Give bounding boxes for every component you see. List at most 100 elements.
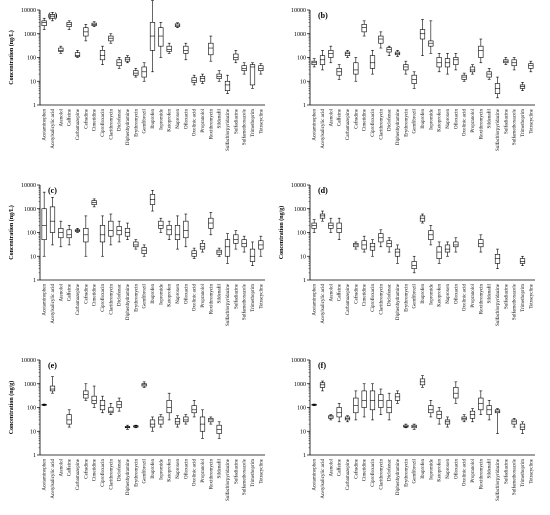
box-body — [166, 45, 172, 52]
box-body — [386, 240, 392, 248]
x-tick-label: Sulfadiazine — [504, 108, 509, 134]
box-Sildenafil — [216, 70, 222, 82]
y-tick-label: 1 — [303, 103, 306, 109]
box-Sulfamethoxazole — [241, 235, 247, 253]
box-Naproxen — [174, 215, 181, 250]
x-tick-label: Ibuprofen — [151, 109, 156, 129]
panel-letter: (d) — [318, 186, 328, 195]
box-Propranolol — [199, 240, 206, 253]
box-body — [174, 225, 181, 240]
box-Gemfibrozil — [141, 62, 147, 82]
x-tick-label: Iopromide — [159, 108, 164, 130]
box-Acetaminophen — [41, 191, 47, 257]
box-Erythromycin — [403, 60, 409, 75]
x-tick-label: Acetaminophen — [313, 109, 318, 141]
box-Roxithromycin — [208, 416, 214, 425]
panel-3: (d) 1 10 100 1000 10000 Concentration (ng/g) Ac… — [278, 183, 535, 326]
x-tick-label: Erythromycin — [134, 109, 139, 137]
x-tick-label: Trimethoprim — [251, 459, 256, 487]
box-body — [249, 248, 256, 262]
box-body — [149, 22, 156, 51]
x-tick-label: Cefradine — [354, 283, 359, 303]
x-tick-label: Sulfadiazine — [234, 108, 239, 134]
x-tick-label: Sulfamethoxazole — [513, 108, 518, 145]
x-tick-label: Atenolol — [329, 108, 334, 126]
box-Clarithromycin — [378, 31, 384, 49]
x-tick-label: Acetaminophen — [313, 459, 318, 491]
y-axis-label: Concentration (ng/g) — [8, 381, 15, 435]
box-Naproxen — [174, 22, 181, 28]
panel-1: (b) 1 10 100 1000 10000 Acetaminophen Acetylsal… — [291, 8, 535, 151]
x-tick-label: Iopromide — [429, 458, 434, 480]
box-Erythromycin — [133, 239, 139, 250]
y-axis-label: Concentration (ng/g) — [278, 206, 285, 260]
box-body — [419, 29, 426, 40]
box-body — [233, 234, 239, 244]
box-Sulfamethoxazole — [511, 418, 517, 428]
x-tick-label: Propranolol — [201, 108, 206, 132]
x-tick-label: Caffeine — [338, 458, 343, 476]
box-Acetylsalicylic acid — [49, 197, 56, 246]
box-Atenolol — [328, 45, 334, 64]
box-Naproxen — [444, 416, 451, 428]
box-Acetylsalicylic acid — [319, 380, 326, 392]
box-Diphenhydramine — [394, 50, 401, 57]
box-Cefradine — [353, 241, 359, 250]
box-body — [199, 243, 206, 250]
box-Ketoprofen — [436, 53, 442, 73]
box-Atenolol — [58, 220, 64, 248]
x-tick-label: Diclofenac — [388, 283, 393, 306]
x-tick-label: Propranolol — [201, 458, 206, 482]
x-tick-label: Sulfachlorpyridazine — [226, 458, 231, 501]
box-Diphenhydramine — [124, 55, 131, 64]
box-body — [361, 23, 367, 33]
x-tick-label: Acetylsalicylic acid — [321, 284, 326, 324]
x-tick-label: Naproxen — [446, 109, 451, 129]
x-tick-label: Erythromycin — [404, 459, 409, 487]
box-body — [469, 66, 476, 73]
x-tick-label: Caffeine — [68, 458, 73, 476]
x-tick-label: Sildenafil — [488, 458, 493, 478]
box-Diclofenac — [386, 392, 392, 421]
x-tick-label: Iopromide — [159, 283, 164, 305]
box-Acetylsalicylic acid — [49, 12, 56, 22]
box-Caffeine — [336, 217, 342, 240]
box-Sulfadiazine — [233, 50, 239, 64]
box-body — [478, 397, 484, 411]
x-tick-label: Cefradine — [84, 108, 89, 128]
box-Oxolinic acid — [191, 247, 197, 259]
x-tick-label: Cimetidine — [363, 108, 368, 131]
box-body — [328, 50, 334, 58]
x-tick-label: Clarithromycin — [109, 284, 114, 315]
x-tick-label: Caffeine — [338, 283, 343, 301]
y-tick-label: 10 — [300, 254, 306, 260]
box-Atenolol — [328, 414, 334, 421]
x-tick-label: Cefradine — [84, 283, 89, 303]
x-tick-label: Sulfamethoxazole — [243, 458, 248, 495]
box-Ibuprofen — [149, 189, 156, 212]
x-tick-label: Ibuprofen — [421, 459, 426, 479]
box-Trimethoprim — [249, 241, 256, 267]
x-tick-label: Acetylsalicylic acid — [51, 109, 56, 149]
box-Sildenafil — [216, 247, 222, 257]
box-body — [49, 206, 56, 233]
box-Cefradine — [353, 390, 359, 421]
box-Naproxen — [444, 53, 451, 75]
box-Ibuprofen — [419, 213, 426, 224]
box-body — [444, 244, 451, 253]
box-body — [486, 71, 492, 78]
box-Diclofenac — [116, 220, 122, 243]
x-tick-label: Sulfadiazine — [234, 283, 239, 309]
x-tick-label: Gemfibrozil — [413, 108, 418, 133]
y-tick-label: 1 — [303, 453, 306, 459]
box-Cimetidine — [91, 385, 97, 408]
x-tick-label: Ketoprofen — [438, 109, 443, 132]
box-body — [378, 394, 384, 408]
x-tick-label: Diphenhydramine — [126, 283, 131, 320]
y-tick-label: 1 — [33, 103, 36, 109]
x-tick-label: Sulfamethoxazole — [513, 458, 518, 495]
box-Diclofenac — [386, 45, 392, 56]
box-Ibuprofen — [419, 19, 426, 56]
box-body — [141, 247, 147, 254]
box-body — [386, 400, 392, 414]
